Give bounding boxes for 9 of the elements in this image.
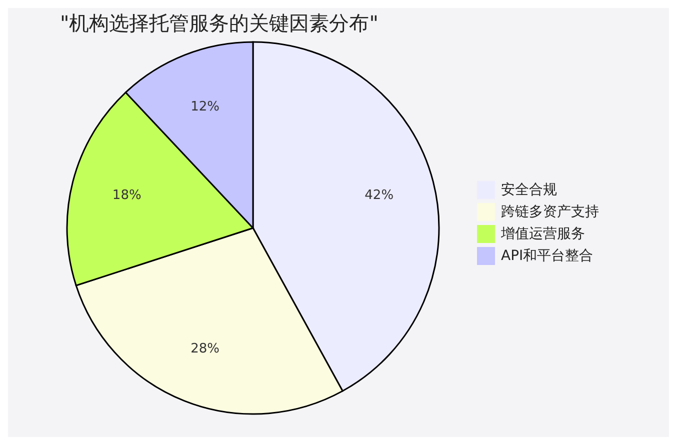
data-label: 42%	[364, 188, 394, 204]
chart-title: "机构选择托管服务的关键因素分布"	[60, 10, 378, 37]
data-label: 28%	[190, 342, 220, 357]
legend-label: 增值运营服务	[501, 224, 585, 242]
legend-label: 跨链多资产支持	[501, 202, 599, 220]
data-label: 18%	[112, 188, 142, 204]
data-label: 12%	[190, 99, 220, 114]
legend-label: API和平台整合	[501, 246, 594, 264]
slice-label: 安全合规	[501, 180, 557, 198]
